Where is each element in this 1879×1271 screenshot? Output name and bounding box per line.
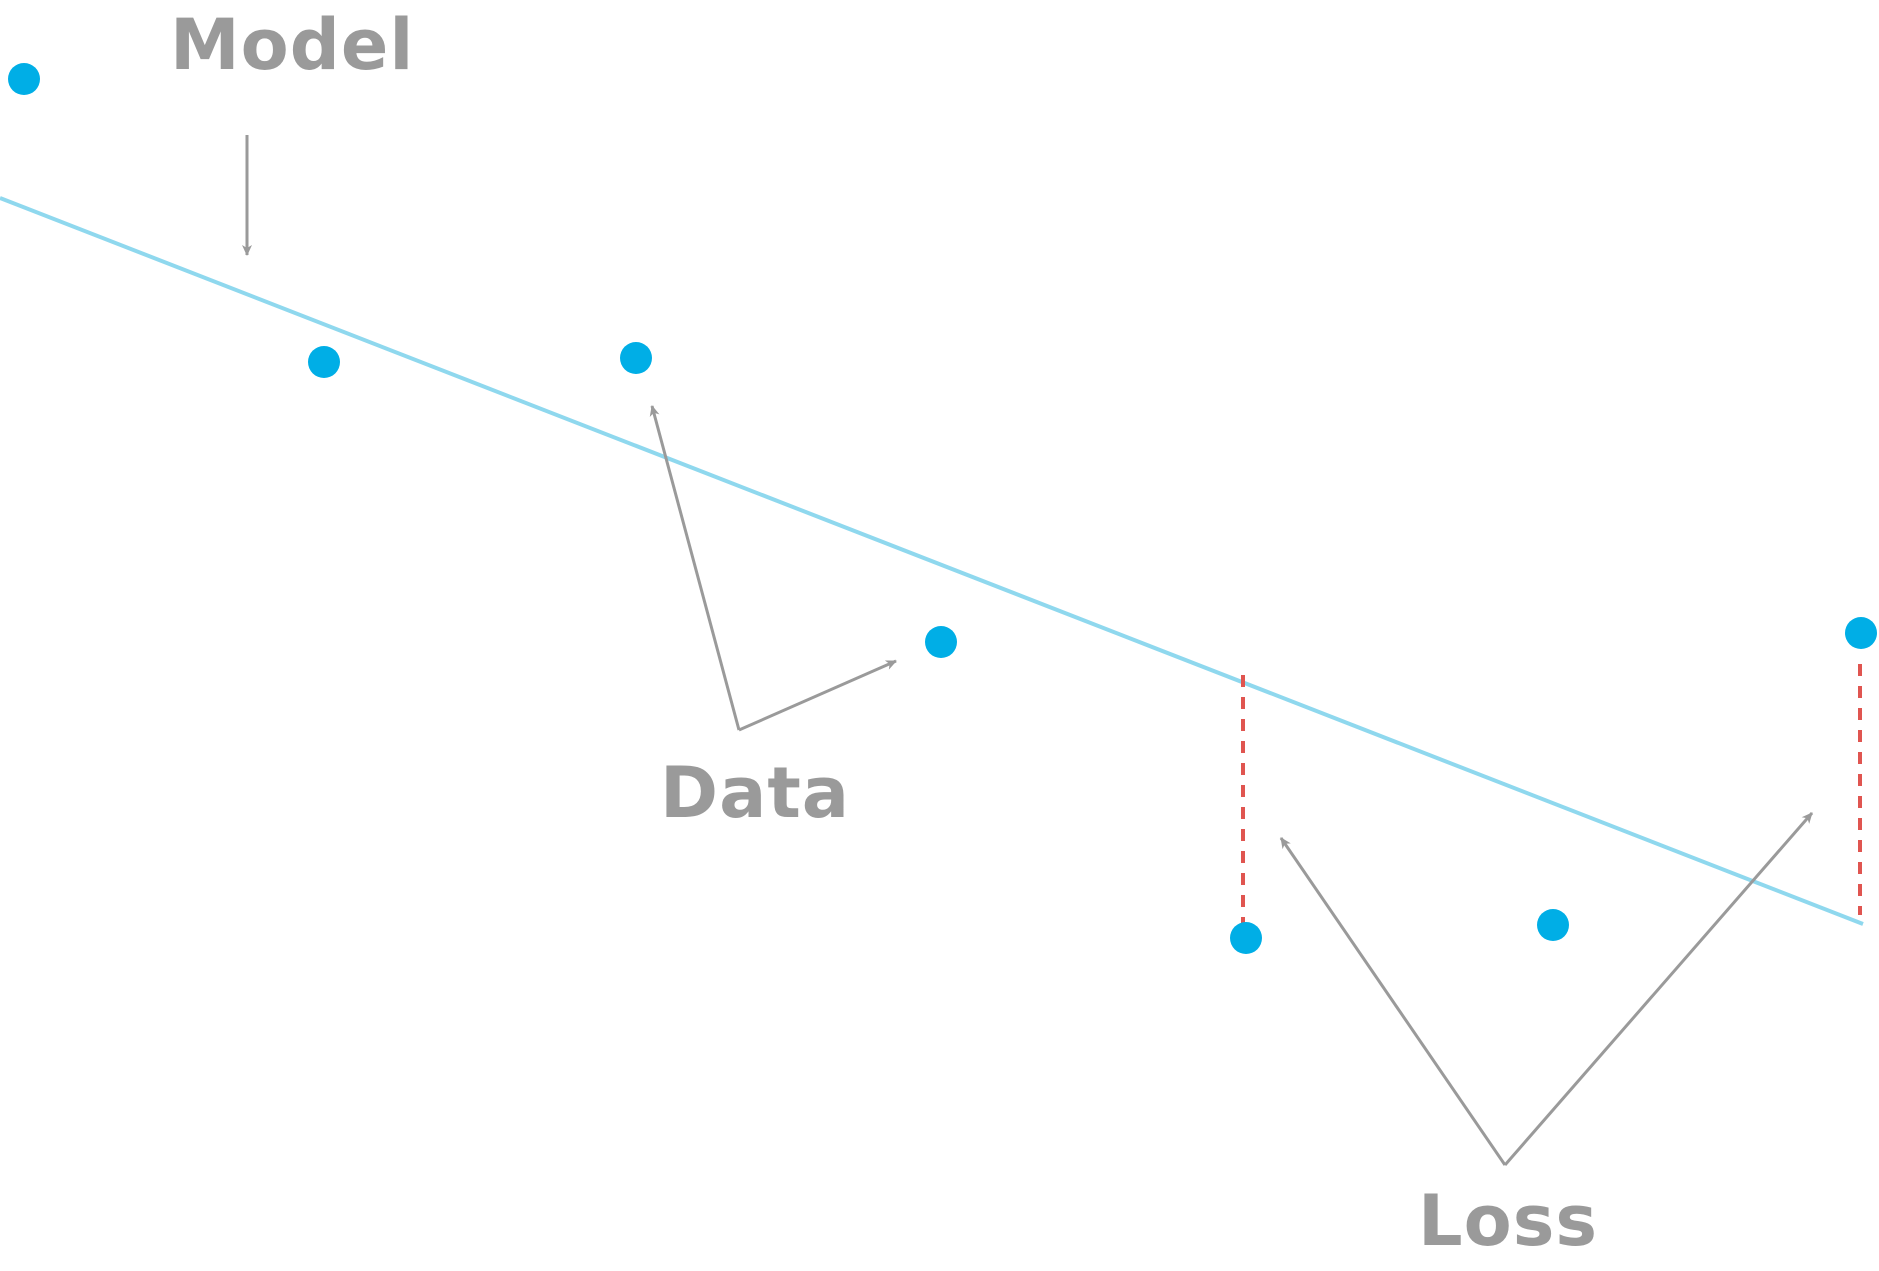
model-line [0, 196, 1864, 926]
data-label: Data [660, 752, 851, 834]
loss-arrow [1503, 812, 1814, 1166]
data-point [8, 63, 40, 95]
loss-arrow [1279, 837, 1507, 1166]
data-arrow [738, 659, 897, 732]
data-point [308, 346, 340, 378]
data-point [1537, 909, 1569, 941]
model-label: Model [170, 4, 415, 86]
data-point [925, 626, 957, 658]
data-point [1230, 922, 1262, 954]
data-point [620, 342, 652, 374]
loss-label: Loss [1418, 1180, 1599, 1262]
data-arrow [649, 405, 741, 731]
data-point [1845, 617, 1877, 649]
